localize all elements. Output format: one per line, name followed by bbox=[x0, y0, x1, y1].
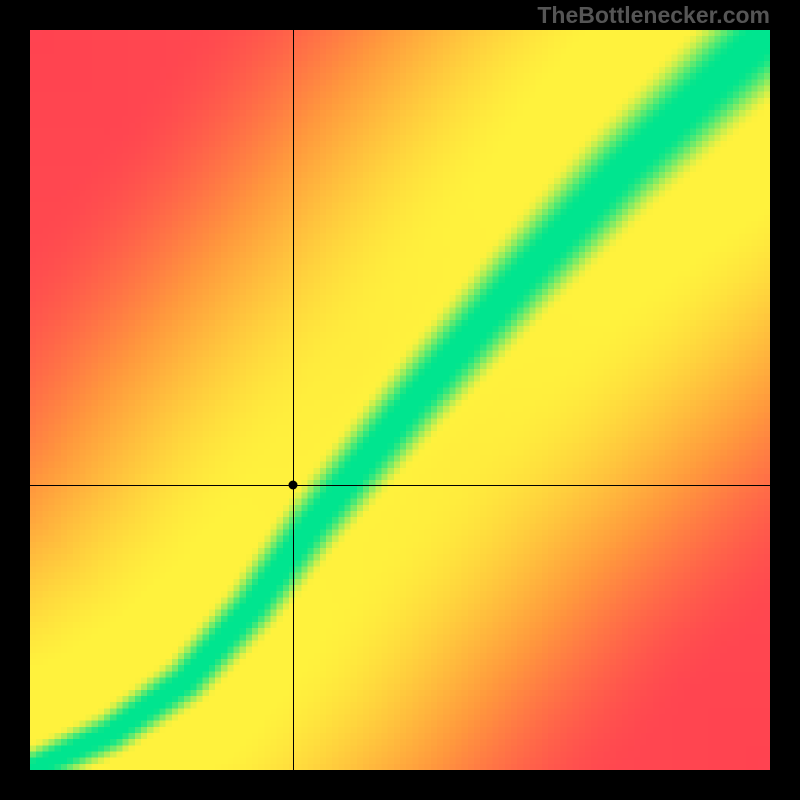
crosshair-horizontal bbox=[30, 485, 770, 486]
chart-container: TheBottlenecker.com bbox=[0, 0, 800, 800]
watermark-text: TheBottlenecker.com bbox=[537, 2, 770, 29]
chart-area bbox=[30, 30, 770, 770]
heatmap-canvas bbox=[30, 30, 770, 770]
crosshair-vertical bbox=[293, 30, 294, 770]
crosshair-point bbox=[288, 481, 297, 490]
